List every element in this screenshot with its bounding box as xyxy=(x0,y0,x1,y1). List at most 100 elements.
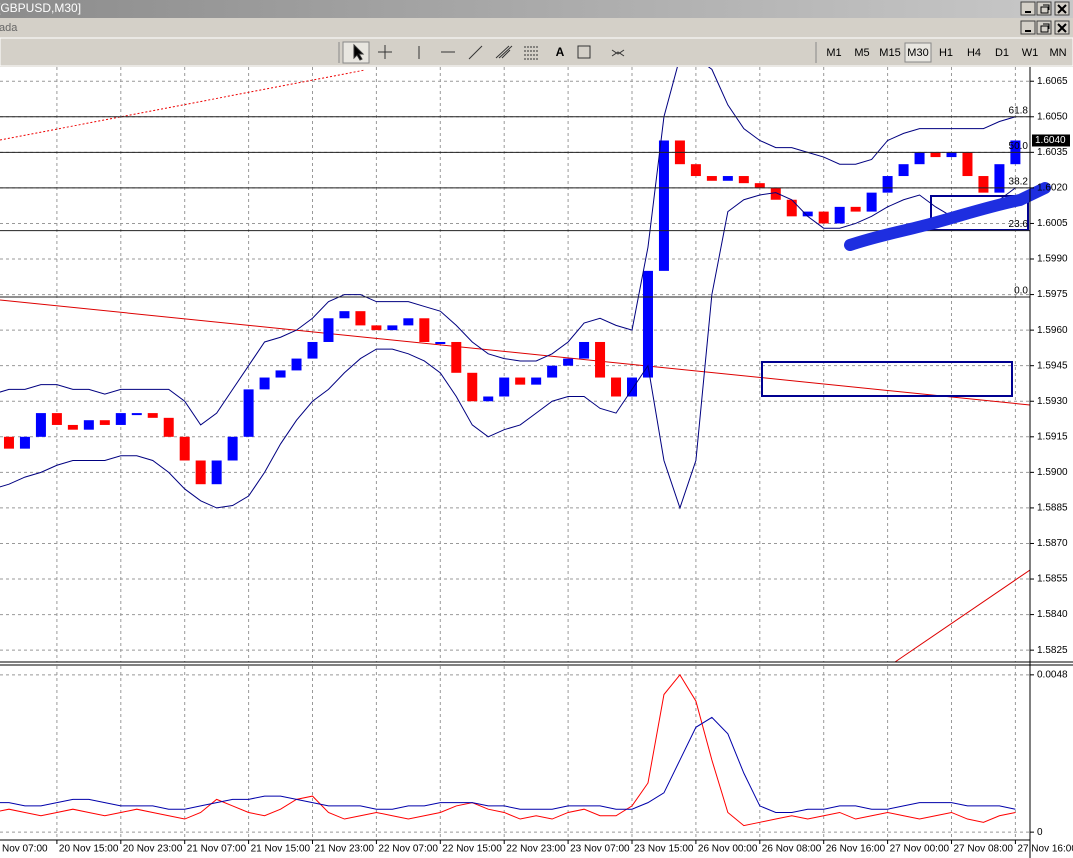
minimize-button[interactable] xyxy=(1020,20,1036,35)
close-icon xyxy=(1057,4,1067,33)
candle xyxy=(323,318,334,342)
x-tick-label: 21 Nov 15:00 xyxy=(251,844,311,855)
title-bar xyxy=(0,0,1073,18)
rectangle xyxy=(761,361,1013,397)
candle xyxy=(914,152,925,165)
separator xyxy=(338,42,817,63)
fib-label: 23.6 xyxy=(1009,219,1029,230)
timeframe-button[interactable]: M30 xyxy=(907,47,928,59)
y-tick-label: 1.5900 xyxy=(1037,467,1068,478)
timeframe-button[interactable]: H4 xyxy=(967,47,981,59)
indicator-line xyxy=(0,67,1016,426)
candle xyxy=(275,370,286,378)
crosshair-icon[interactable] xyxy=(378,45,392,59)
timeframe-button[interactable]: M15 xyxy=(879,47,900,59)
candle xyxy=(563,358,574,366)
x-tick-label: 21 Nov 07:00 xyxy=(187,844,247,855)
trendline-icon[interactable] xyxy=(468,45,483,60)
y-tick-label: 1.5975 xyxy=(1037,289,1068,300)
candle xyxy=(67,424,78,430)
y-tick-label: 1.6050 xyxy=(1037,111,1068,122)
timeframe-button[interactable]: MN xyxy=(1049,47,1066,59)
x-tick-label: 22 Nov 23:00 xyxy=(506,844,566,855)
x-tick-label: 26 Nov 00:00 xyxy=(698,844,758,855)
candle xyxy=(722,176,733,181)
timeframe-button[interactable]: M5 xyxy=(854,47,869,59)
freehand-highlight xyxy=(844,182,1051,251)
candle xyxy=(994,164,1005,193)
x-tick-label: 26 Nov 08:00 xyxy=(762,844,822,855)
timeframe-button[interactable]: M1 xyxy=(826,47,841,59)
candle xyxy=(898,164,909,177)
candle xyxy=(754,183,765,188)
y-tick-label: 1.6065 xyxy=(1037,76,1068,87)
candle xyxy=(19,436,30,449)
timeframe-button[interactable]: H1 xyxy=(939,47,953,59)
channel-icon[interactable] xyxy=(495,45,513,59)
y-tick-label: 0.0048 xyxy=(1037,669,1068,680)
label-icon[interactable] xyxy=(577,45,591,59)
candle xyxy=(595,341,606,378)
indicator-plot xyxy=(0,673,1016,827)
candle xyxy=(962,152,973,177)
x-tick-label: Nov 07:00 xyxy=(2,844,48,855)
x-tick-label: 27 Nov 08:00 xyxy=(954,844,1014,855)
candle xyxy=(515,377,526,385)
candle xyxy=(579,341,590,359)
x-tick-label: 22 Nov 07:00 xyxy=(378,844,438,855)
candle xyxy=(307,341,318,359)
candle xyxy=(642,270,653,378)
candle xyxy=(882,176,893,193)
x-tick-label: 23 Nov 15:00 xyxy=(634,844,694,855)
candle xyxy=(339,311,350,319)
fib-label: 50.0 xyxy=(1009,141,1029,152)
candle xyxy=(355,311,366,326)
candle xyxy=(179,436,190,461)
arrows-icon[interactable] xyxy=(611,49,625,57)
timeframe-button[interactable]: W1 xyxy=(1022,47,1039,59)
candle xyxy=(467,372,478,402)
candle xyxy=(690,164,701,177)
y-tick-label: 1.6035 xyxy=(1037,147,1068,158)
trendline xyxy=(894,569,1030,663)
y-tick-label: 1.5855 xyxy=(1037,574,1068,585)
candle xyxy=(211,460,222,485)
current-price: 1.6040 xyxy=(1035,135,1066,146)
window-subtitle: ada xyxy=(0,22,18,34)
x-tick-label: 20 Nov 23:00 xyxy=(123,844,183,855)
candle xyxy=(738,176,749,184)
timeframe-button[interactable]: D1 xyxy=(995,47,1009,59)
y-tick-label: 1.5825 xyxy=(1037,645,1068,656)
candle xyxy=(627,377,637,397)
fibo-icon[interactable] xyxy=(524,46,538,60)
x-tick-label: 26 Nov 16:00 xyxy=(826,844,886,855)
candle xyxy=(227,436,238,461)
candle xyxy=(403,318,414,326)
toolbar xyxy=(0,37,1073,67)
y-tick-label: 1.5960 xyxy=(1037,325,1068,336)
y-tick-label: 1.5915 xyxy=(1037,431,1068,442)
candle xyxy=(419,318,430,342)
y-tick-label: 1.5870 xyxy=(1037,538,1068,549)
candle xyxy=(499,377,510,397)
x-tick-label: 27 Nov 16:00 xyxy=(1017,844,1073,855)
y-tick-label: 1.6005 xyxy=(1037,218,1068,229)
indicator-line xyxy=(0,716,1016,813)
candle xyxy=(435,341,446,344)
candle xyxy=(866,192,877,212)
minimize-button[interactable] xyxy=(1020,1,1036,16)
candle xyxy=(547,365,558,378)
axes: 1.6065 1.6050 1.6035 1.6020 1.6005 1.5990 1.59… xyxy=(2,76,1073,855)
current-price-box xyxy=(1032,134,1070,147)
candle xyxy=(850,206,861,212)
candle xyxy=(259,377,270,390)
toolbar-tools xyxy=(338,41,817,64)
y-tick-label: 1.5945 xyxy=(1037,360,1068,371)
y-tick-label: 1.6020 xyxy=(1037,183,1068,194)
text-tool[interactable]: A xyxy=(556,45,565,59)
minimize-icon xyxy=(1025,11,1031,32)
indicator-line xyxy=(0,673,1016,827)
menu-row xyxy=(0,18,1073,38)
candle xyxy=(51,413,62,425)
